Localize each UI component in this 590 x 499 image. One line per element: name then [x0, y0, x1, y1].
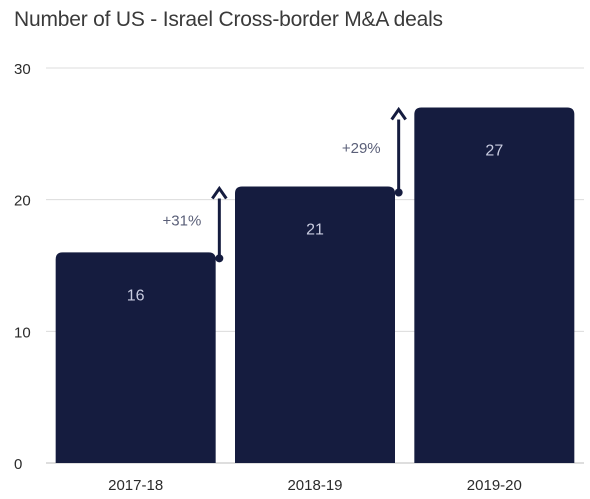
bar-value-label: 27 [485, 143, 503, 160]
growth-arrows [211, 106, 407, 263]
growth-arrow-tail [215, 254, 224, 263]
growth-arrow-head [390, 106, 407, 121]
labels: 0 10 20 30 16 2017-18 21 2018-19 27 2019-20 +31% +2… [14, 61, 522, 494]
chart-title: Number of US - Israel Cross-border M&A d… [14, 8, 443, 31]
bar [55, 252, 216, 463]
x-tick-label: 2019-20 [467, 477, 522, 494]
growth-arrow-tail [394, 188, 403, 197]
growth-label: +29% [342, 140, 381, 157]
y-tick-label: 20 [14, 193, 31, 210]
bar [414, 107, 575, 463]
growth-label: +31% [163, 212, 202, 229]
bar-value-label: 16 [127, 287, 145, 304]
y-tick-label: 10 [14, 324, 31, 341]
bar [235, 186, 395, 463]
bars [55, 107, 575, 463]
y-tick-label: 30 [14, 61, 31, 78]
y-tick-label: 0 [14, 456, 22, 473]
growth-arrow-head [211, 185, 228, 200]
x-tick-label: 2017-18 [108, 477, 163, 494]
x-tick-label: 2018-19 [287, 477, 342, 494]
bar-value-label: 21 [306, 222, 324, 239]
